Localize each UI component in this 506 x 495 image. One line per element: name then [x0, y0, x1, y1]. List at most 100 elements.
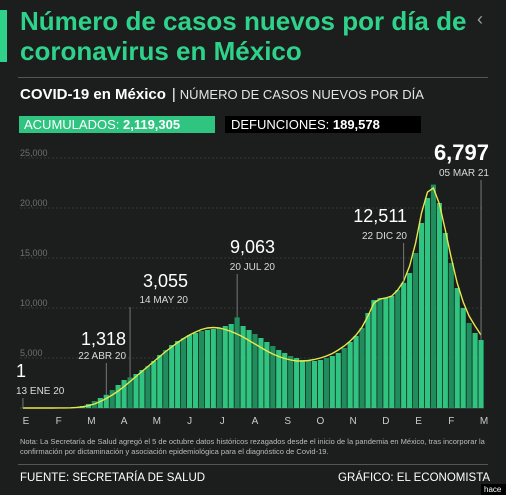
- x-tick-label: F: [56, 416, 62, 427]
- chart-subtitle: COVID-19 en México | NÚMERO DE CASOS NUEVO…: [20, 86, 424, 103]
- subtitle-separator: |: [171, 86, 176, 103]
- x-tick-label: S: [284, 416, 291, 427]
- bar: [460, 308, 466, 408]
- bar: [276, 350, 282, 408]
- defunciones-badge: DEFUNCIONES: 189,578: [225, 116, 421, 133]
- bar: [115, 385, 121, 408]
- y-tick-label: 15,000: [20, 248, 48, 258]
- bar: [383, 298, 389, 408]
- x-tick-label: J: [187, 416, 192, 427]
- bar: [311, 361, 318, 408]
- bar: [222, 326, 228, 408]
- x-tick-label: E: [415, 416, 422, 427]
- bar: [163, 350, 169, 408]
- graphic-credit: GRÁFICO: EL ECONOMISTA: [338, 472, 491, 484]
- bar: [341, 348, 347, 408]
- x-tick-label: O: [317, 416, 325, 427]
- chevron-left-icon[interactable]: ‹: [477, 9, 483, 29]
- bar: [472, 333, 478, 408]
- bar: [401, 282, 407, 408]
- bar: [234, 317, 240, 408]
- bar: [270, 346, 276, 408]
- x-tick-label: M: [153, 416, 161, 427]
- trend-line: [23, 186, 482, 409]
- source-credit: FUENTE: SECRETARÍA DE SALUD: [20, 472, 206, 484]
- bar: [216, 328, 222, 408]
- divider: [18, 77, 488, 78]
- y-tick-label: 20,000: [20, 198, 48, 208]
- bar: [294, 358, 300, 408]
- x-tick-label: N: [350, 416, 357, 427]
- bar: [282, 353, 288, 408]
- bar: [175, 341, 181, 408]
- subtitle-description: NÚMERO DE CASOS NUEVOS POR DÍA: [179, 87, 424, 102]
- annotation-date: 20 JUL 20: [230, 262, 276, 273]
- bar: [359, 328, 365, 408]
- bar: [371, 300, 377, 408]
- bar: [478, 340, 484, 408]
- y-tick-label: 5,000: [20, 348, 43, 358]
- annotation-date: 22 ABR 20: [78, 351, 126, 362]
- bar: [204, 330, 210, 408]
- bar: [424, 198, 431, 408]
- bar: [430, 184, 437, 408]
- bar: [103, 394, 109, 408]
- annotation-value: 3,055: [143, 271, 188, 291]
- accent-bar: [0, 10, 7, 62]
- defunciones-value: 189,578: [332, 117, 380, 132]
- bar: [121, 380, 127, 408]
- bar: [157, 355, 163, 408]
- bar: [323, 358, 329, 408]
- bar: [317, 360, 323, 408]
- x-tick-label: E: [23, 416, 30, 427]
- y-tick-label: 25,000: [20, 148, 48, 158]
- bar: [305, 361, 312, 408]
- footer-divider: [18, 464, 488, 465]
- bar: [246, 330, 252, 408]
- corner-tag: hace: [481, 484, 506, 495]
- page-title: Número de casos nuevos por día de corona…: [20, 6, 467, 66]
- bar: [389, 296, 395, 408]
- annotation-value: 1,318: [81, 329, 126, 349]
- annotation-value: 12,511: [353, 206, 407, 226]
- annotation-date: 22 DIC 20: [362, 231, 407, 242]
- bar: [258, 338, 264, 408]
- annotation-value: 6,797: [434, 140, 489, 165]
- bar: [192, 333, 199, 408]
- bar: [466, 323, 472, 408]
- annotation-value: 9,063: [230, 237, 275, 257]
- bar: [442, 233, 448, 408]
- y-tick-label: 10,000: [20, 298, 48, 308]
- bar: [133, 374, 139, 408]
- x-tick-label: M: [480, 416, 488, 427]
- x-tick-label: F: [448, 416, 454, 427]
- subtitle-topic: COVID-19 en México: [20, 86, 166, 103]
- defunciones-label: DEFUNCIONES:: [231, 117, 330, 132]
- bar: [365, 313, 371, 408]
- bar: [139, 370, 145, 408]
- bar: [448, 263, 454, 408]
- acumulados-label: ACUMULADOS:: [24, 117, 120, 132]
- x-tick-label: J: [220, 416, 225, 427]
- cases-chart: 5,000 10,000 15,000 20,000 25,000 1 13 ENE 20…: [16, 140, 489, 427]
- bar: [169, 345, 175, 408]
- bar: [109, 390, 115, 408]
- bar: [454, 288, 460, 408]
- bar: [347, 342, 353, 408]
- bar: [181, 338, 187, 408]
- chart-note: Nota: La Secretaría de Salud agregó el 5…: [20, 437, 485, 456]
- annotation-date: 13 ENE 20: [16, 386, 65, 397]
- annotation-date: 05 MAR 21: [439, 168, 489, 179]
- bar: [288, 356, 294, 408]
- x-tick-label: A: [252, 416, 259, 427]
- bar: [210, 329, 216, 408]
- bar: [299, 360, 306, 408]
- annotation-value: 1: [16, 361, 26, 381]
- bar: [198, 331, 205, 408]
- x-tick-label: D: [382, 416, 389, 427]
- bar: [377, 298, 383, 408]
- x-tick-label: M: [87, 416, 95, 427]
- bar: [436, 203, 442, 408]
- bar: [127, 377, 133, 408]
